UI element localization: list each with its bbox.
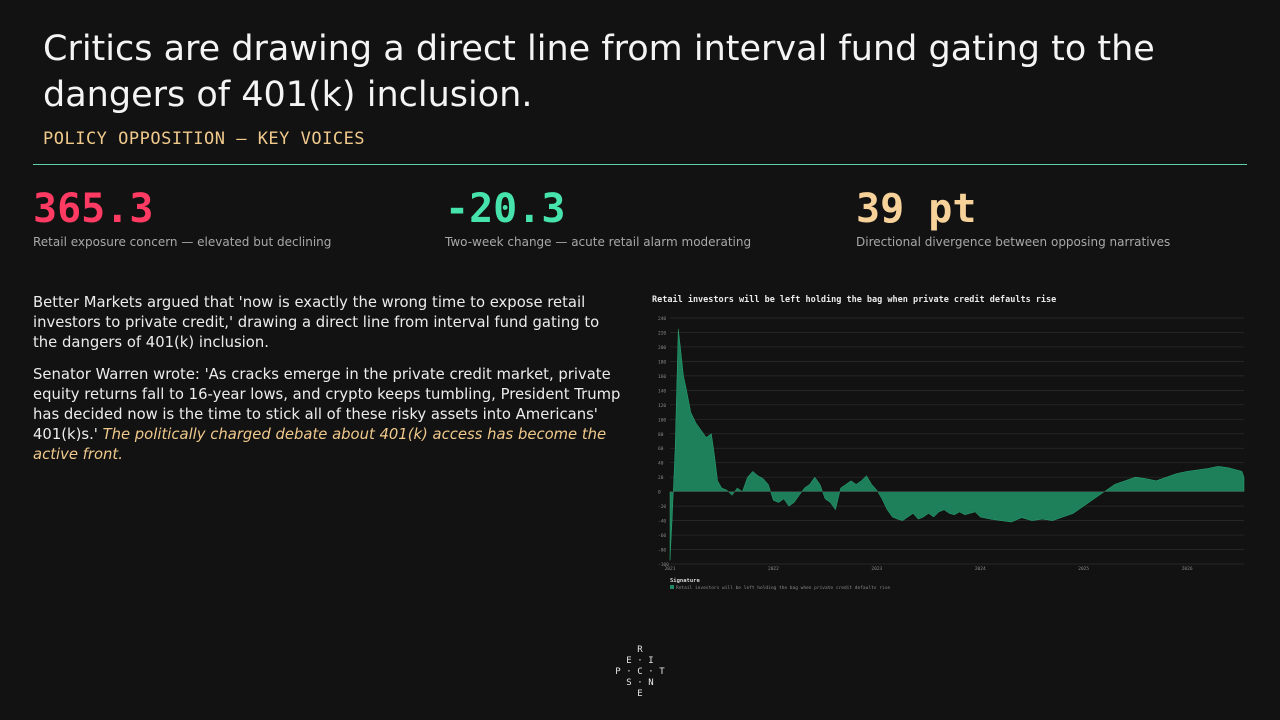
logo-letter: E — [637, 689, 643, 699]
kpi-value: -20.3 — [445, 186, 566, 232]
x-tick-label: 2025 — [1078, 566, 1089, 572]
x-tick-label: 2023 — [871, 566, 882, 572]
y-tick-label: 140 — [658, 388, 666, 394]
kpi-retail-exposure: 365.3 Retail exposure concern — elevated… — [33, 186, 423, 249]
kpi-label: Directional divergence between opposing … — [856, 235, 1171, 249]
commentary: Better Markets argued that 'now is exact… — [33, 293, 628, 477]
logo-letter: S — [626, 678, 632, 688]
y-tick-label: 40 — [658, 461, 664, 467]
emphasis-note: The politically charged debate about 401… — [33, 426, 607, 463]
y-tick-label: 0 — [658, 490, 661, 496]
y-tick-label: -20 — [658, 504, 666, 510]
logo-letter: P — [615, 667, 621, 677]
kpi-divergence: 39 pt Directional divergence between opp… — [856, 186, 1246, 249]
commentary-paragraph-2: Senator Warren wrote: 'As cracks emerge … — [33, 365, 628, 465]
warren-quote: Senator Warren wrote: 'As cracks emerge … — [33, 366, 621, 443]
x-tick-label: 2021 — [665, 566, 676, 572]
series-area — [669, 328, 1245, 561]
signature-logo: R E · I P · C · T S · N E — [612, 645, 668, 701]
header-divider — [33, 164, 1247, 165]
logo-dot: · — [637, 678, 643, 688]
kpi-label: Two-week change — acute retail alarm mod… — [445, 235, 752, 249]
kpi-label: Retail exposure concern — elevated but d… — [33, 235, 332, 249]
y-tick-label: 60 — [658, 446, 664, 452]
section-subtitle: POLICY OPPOSITION — KEY VOICES — [43, 129, 366, 149]
logo-dot: · — [626, 667, 632, 677]
legend-swatch — [670, 585, 674, 589]
y-tick-label: 20 — [658, 475, 664, 481]
y-tick-label: -40 — [658, 519, 666, 525]
y-tick-label: 80 — [658, 432, 664, 438]
logo-letter: I — [648, 656, 654, 666]
kpi-value: 39 pt — [856, 186, 977, 232]
legend-entry: Retail investors will be left holding th… — [676, 585, 890, 591]
y-tick-label: -60 — [658, 533, 666, 539]
y-tick-label: 160 — [658, 374, 666, 380]
y-tick-label: 220 — [658, 330, 666, 336]
logo-dot: · — [648, 667, 654, 677]
y-tick-label: 120 — [658, 403, 666, 409]
signature-area-chart: Retail investors will be left holding th… — [652, 290, 1252, 595]
logo-letter: N — [648, 678, 654, 688]
y-tick-label: 200 — [658, 345, 666, 351]
chart-title: Retail investors will be left holding th… — [652, 294, 1056, 305]
y-tick-label: -80 — [658, 548, 666, 554]
x-tick-label: 2024 — [975, 566, 986, 572]
commentary-paragraph-1: Better Markets argued that 'now is exact… — [33, 294, 600, 351]
logo-letter: E — [626, 656, 632, 666]
y-tick-label: 180 — [658, 359, 666, 365]
y-tick-label: 240 — [658, 316, 666, 322]
logo-dot: · — [637, 656, 643, 666]
legend-title: Signature — [670, 578, 700, 584]
logo-letter: R — [637, 645, 643, 655]
x-tick-label: 2022 — [768, 566, 779, 572]
kpi-value: 365.3 — [33, 186, 154, 232]
y-tick-label: 100 — [658, 417, 666, 423]
page-title: Critics are drawing a direct line from i… — [43, 29, 1155, 115]
y-tick-label: -100 — [658, 562, 669, 568]
logo-letter: C — [637, 667, 643, 677]
logo-letter: T — [659, 667, 665, 677]
x-tick-label: 2026 — [1182, 566, 1193, 572]
chart-svg: Retail investors will be left holding th… — [652, 294, 1245, 591]
kpi-two-week-change: -20.3 Two-week change — acute retail ala… — [445, 186, 835, 249]
